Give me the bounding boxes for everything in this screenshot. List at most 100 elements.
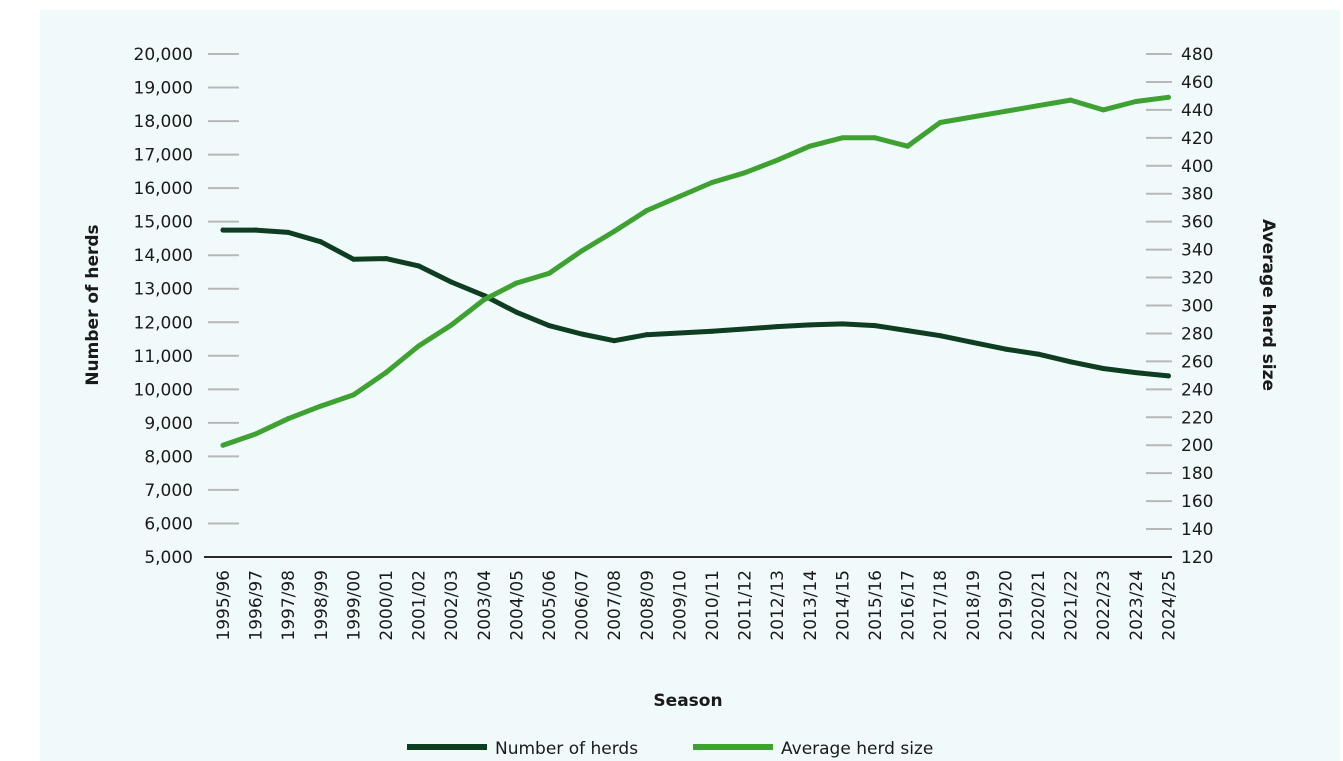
left-tick-label: 9,000 xyxy=(144,414,193,434)
right-tick-label: 400 xyxy=(1181,157,1213,177)
x-axis-title: Season xyxy=(653,691,722,711)
x-tick-label: 2001/02 xyxy=(410,570,430,641)
x-tick-label: 2020/21 xyxy=(1029,570,1049,641)
data-point-average-herd-size xyxy=(774,157,780,163)
legend-label-number-of-herds: Number of herds xyxy=(495,739,638,759)
data-point-number-of-herds xyxy=(1100,366,1106,372)
right-tick-label: 280 xyxy=(1181,324,1213,344)
data-point-average-herd-size xyxy=(416,343,422,349)
x-tick-label: 2007/08 xyxy=(605,570,625,641)
data-point-average-herd-size xyxy=(970,114,976,120)
data-point-average-herd-size xyxy=(350,392,356,398)
right-tick-label: 200 xyxy=(1181,436,1213,456)
x-tick-label: 2011/12 xyxy=(736,570,756,641)
data-point-number-of-herds xyxy=(905,328,911,334)
data-point-number-of-herds xyxy=(579,331,585,337)
x-tick-label: 2013/14 xyxy=(801,570,821,641)
x-tick-label: 1999/00 xyxy=(344,570,364,641)
left-tick-label: 8,000 xyxy=(144,447,193,467)
data-point-number-of-herds xyxy=(546,323,552,329)
right-tick-label: 480 xyxy=(1181,45,1213,65)
x-tick-label: 2023/24 xyxy=(1127,570,1147,641)
right-tick-label: 420 xyxy=(1181,129,1213,149)
data-point-number-of-herds xyxy=(1165,373,1171,379)
x-tick-label: 2000/01 xyxy=(377,570,397,641)
x-tick-label: 1996/97 xyxy=(247,570,267,641)
right-tick-label: 220 xyxy=(1181,408,1213,428)
x-axis: 1995/96 1996/97 1997/98 1998/99 1999/00 2000/… xyxy=(204,556,1179,641)
data-point-number-of-herds xyxy=(285,229,291,235)
data-point-number-of-herds xyxy=(742,326,748,332)
right-tick-label: 340 xyxy=(1181,241,1213,261)
data-point-average-herd-size xyxy=(905,143,911,149)
right-tick-label: 440 xyxy=(1181,101,1213,121)
data-point-average-herd-size xyxy=(807,143,813,149)
data-point-number-of-herds xyxy=(676,330,682,336)
left-tick-label: 15,000 xyxy=(134,213,193,233)
x-tick-label: 2016/17 xyxy=(899,570,919,641)
right-tick-label: 120 xyxy=(1181,548,1213,568)
data-point-number-of-herds xyxy=(253,227,259,233)
data-point-average-herd-size xyxy=(937,119,943,125)
data-point-number-of-herds xyxy=(611,338,617,344)
right-tick-label: 460 xyxy=(1181,73,1213,93)
data-point-number-of-herds xyxy=(1002,346,1008,352)
x-tick-label: 2002/03 xyxy=(442,570,462,641)
right-tick-label: 300 xyxy=(1181,297,1213,317)
data-point-average-herd-size xyxy=(318,403,324,409)
right-tick-label: 320 xyxy=(1181,269,1213,289)
x-tick-label: 2022/23 xyxy=(1094,570,1114,641)
right-tick-label: 260 xyxy=(1181,352,1213,372)
left-tick-label: 14,000 xyxy=(134,246,193,266)
left-tick-label: 13,000 xyxy=(134,280,193,300)
data-point-number-of-herds xyxy=(644,332,650,338)
right-tick-label: 180 xyxy=(1181,464,1213,484)
data-point-average-herd-size xyxy=(1068,97,1074,103)
data-point-number-of-herds xyxy=(1035,351,1041,357)
x-tick-label: 2012/13 xyxy=(768,570,788,641)
right-tick-label: 160 xyxy=(1181,492,1213,512)
data-point-average-herd-size xyxy=(709,180,715,186)
data-point-average-herd-size xyxy=(448,322,454,328)
data-point-average-herd-size xyxy=(742,170,748,176)
data-point-average-herd-size xyxy=(1100,107,1106,113)
left-tick-label: 16,000 xyxy=(134,179,193,199)
data-point-number-of-herds xyxy=(807,322,813,328)
left-tick-label: 19,000 xyxy=(134,79,193,99)
data-point-average-herd-size xyxy=(383,370,389,376)
data-point-average-herd-size xyxy=(644,207,650,213)
data-point-number-of-herds xyxy=(970,339,976,345)
x-tick-label: 1997/98 xyxy=(279,570,299,641)
data-point-number-of-herds xyxy=(448,279,454,285)
x-tick-label: 2003/04 xyxy=(475,570,495,641)
left-tick-label: 20,000 xyxy=(134,45,193,65)
data-point-number-of-herds xyxy=(318,239,324,245)
x-tick-label: 2024/25 xyxy=(1159,570,1179,641)
series-layer xyxy=(220,94,1171,448)
x-tick-label: 2004/05 xyxy=(507,570,527,641)
data-point-average-herd-size xyxy=(481,297,487,303)
x-tick-label: 2006/07 xyxy=(573,570,593,641)
data-point-number-of-herds xyxy=(709,328,715,334)
x-tick-label: 2014/15 xyxy=(833,570,853,641)
data-point-average-herd-size xyxy=(676,194,682,200)
data-point-average-herd-size xyxy=(611,228,617,234)
data-point-number-of-herds xyxy=(1133,370,1139,376)
left-tick-label: 7,000 xyxy=(144,481,193,501)
series-line-number-of-herds xyxy=(220,227,1171,379)
right-tick-label: 240 xyxy=(1181,380,1213,400)
series-line-average-herd-size xyxy=(220,94,1171,448)
data-point-average-herd-size xyxy=(513,280,519,286)
x-tick-label: 1998/99 xyxy=(312,570,332,641)
data-point-average-herd-size xyxy=(253,431,259,437)
x-tick-label: 1995/96 xyxy=(214,570,234,641)
data-point-number-of-herds xyxy=(774,324,780,330)
data-point-average-herd-size xyxy=(546,270,552,276)
left-tick-label: 12,000 xyxy=(134,313,193,333)
data-point-number-of-herds xyxy=(1068,359,1074,365)
x-tick-label: 2008/09 xyxy=(638,570,658,641)
data-point-average-herd-size xyxy=(579,248,585,254)
left-axis-title: Number of herds xyxy=(83,224,103,385)
